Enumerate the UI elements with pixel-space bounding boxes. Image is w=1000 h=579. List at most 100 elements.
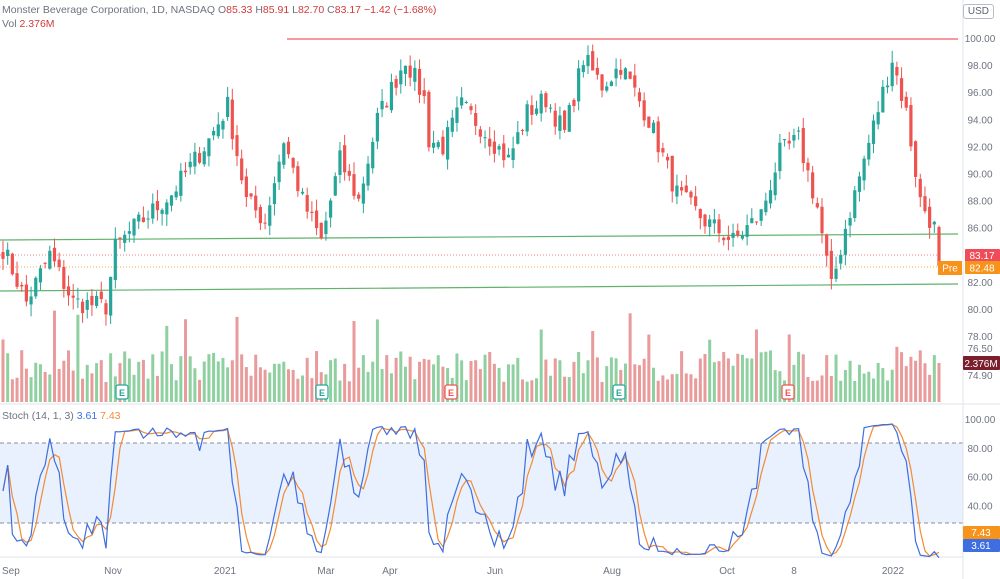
volume-bar bbox=[731, 365, 735, 402]
earnings-marker[interactable]: E bbox=[612, 384, 626, 400]
candle-body bbox=[759, 209, 763, 221]
volume-bar bbox=[48, 374, 52, 402]
candle-body bbox=[216, 124, 220, 137]
candle-body bbox=[511, 148, 515, 161]
candle-body bbox=[408, 65, 412, 78]
candle-body bbox=[572, 99, 576, 106]
candle-body bbox=[932, 221, 936, 225]
candle-body bbox=[698, 208, 702, 219]
volume-bar bbox=[764, 351, 768, 402]
volume-bar bbox=[76, 314, 80, 402]
volume-bar bbox=[127, 358, 131, 402]
volume-bar bbox=[24, 368, 28, 402]
earnings-marker[interactable]: E bbox=[315, 384, 329, 400]
price-tick-label: 80.00 bbox=[967, 305, 992, 316]
volume-bar bbox=[811, 380, 815, 402]
premarket-badge: Pre 82.48 bbox=[938, 261, 1000, 275]
volume-bar bbox=[329, 360, 333, 402]
candle-body bbox=[371, 141, 375, 169]
volume-bar bbox=[666, 379, 670, 402]
volume-bar bbox=[399, 351, 403, 402]
volume-bar bbox=[605, 366, 609, 402]
candle-body bbox=[104, 303, 108, 315]
volume-bar bbox=[352, 321, 356, 402]
candle-body bbox=[820, 206, 824, 234]
time-axis[interactable]: Sep Nov 2021 Mar Apr Jun Aug Oct 8 2022 bbox=[2, 566, 905, 577]
candle-body bbox=[43, 262, 47, 264]
volume-bar bbox=[623, 363, 627, 402]
volume-bar bbox=[530, 380, 534, 402]
volume-bar bbox=[235, 316, 239, 402]
candle-body bbox=[539, 93, 543, 114]
volume-bar bbox=[886, 380, 890, 402]
candle-body bbox=[768, 190, 773, 204]
price-tick-label: 98.00 bbox=[967, 61, 992, 72]
earnings-marker[interactable]: E bbox=[444, 384, 458, 400]
volume-bar bbox=[272, 363, 276, 402]
price-tick-label: 78.00 bbox=[967, 332, 992, 343]
upper-support-trendline[interactable] bbox=[0, 233, 959, 241]
volume-bar bbox=[240, 354, 244, 402]
volume-bar bbox=[389, 373, 393, 402]
candle-body bbox=[118, 237, 122, 239]
currency-button[interactable]: USD bbox=[962, 4, 994, 19]
candle-body bbox=[29, 296, 33, 305]
earnings-marker[interactable]: E bbox=[781, 384, 795, 400]
candle-body bbox=[918, 178, 922, 198]
volume-bar bbox=[792, 364, 796, 402]
candle-body bbox=[109, 276, 113, 316]
lower-support-trendline[interactable] bbox=[0, 283, 959, 292]
stoch-d-value-text: 7.43 bbox=[971, 528, 991, 539]
volume-bar bbox=[834, 354, 838, 402]
open-label: O bbox=[217, 4, 227, 16]
volume-bar bbox=[216, 361, 220, 402]
volume-bar bbox=[169, 364, 173, 402]
earnings-marker-label: E bbox=[119, 388, 125, 398]
candle-body bbox=[614, 68, 618, 79]
volume-bar bbox=[380, 369, 384, 402]
volume-bar bbox=[212, 352, 216, 402]
time-tick-label: Jun bbox=[487, 566, 503, 577]
volume-bar bbox=[99, 360, 103, 402]
candle-body bbox=[553, 110, 557, 127]
candle-body bbox=[446, 127, 450, 160]
volume-bar bbox=[109, 353, 113, 402]
candle-body bbox=[801, 127, 805, 164]
volume-bar bbox=[857, 364, 861, 402]
price-tick-label: 74.90 bbox=[967, 371, 992, 382]
volume-bar bbox=[160, 351, 164, 402]
candle-body bbox=[778, 142, 782, 172]
volume-bar bbox=[750, 358, 754, 402]
volume-bar bbox=[455, 353, 459, 402]
candle-body bbox=[85, 299, 89, 310]
volume-bar bbox=[113, 376, 117, 402]
volume-bar bbox=[29, 377, 33, 402]
volume-bar bbox=[469, 361, 473, 402]
candle-body bbox=[478, 129, 482, 137]
candle-body bbox=[525, 104, 529, 132]
candle-body bbox=[665, 156, 670, 161]
last-volume-text: 2.376M bbox=[964, 359, 997, 370]
volume-bar bbox=[567, 377, 571, 402]
high-value: 85.91 bbox=[262, 4, 290, 16]
candle-body bbox=[174, 191, 178, 198]
candle-body bbox=[708, 219, 712, 227]
candle-body bbox=[811, 172, 815, 199]
stoch-legend[interactable]: Stoch (14, 1, 3) 3.61 7.43 bbox=[2, 410, 121, 422]
volume-bar bbox=[403, 366, 407, 402]
volume-bar bbox=[366, 371, 370, 402]
earnings-marker[interactable]: E bbox=[115, 384, 129, 400]
candle-body bbox=[680, 187, 684, 191]
volume-legend[interactable]: Vol 2.376M bbox=[2, 18, 55, 30]
candle-body bbox=[815, 203, 819, 208]
volume-bar bbox=[371, 361, 375, 402]
candle-body bbox=[333, 176, 337, 196]
volume-bar bbox=[474, 360, 478, 402]
candle-body bbox=[71, 295, 75, 298]
price-tick-label: 96.00 bbox=[967, 88, 992, 99]
candle-body bbox=[389, 81, 394, 111]
volume-bar bbox=[286, 369, 290, 402]
ohlc-legend[interactable]: Monster Beverage Corporation, 1D, NASDAQ… bbox=[2, 4, 436, 16]
